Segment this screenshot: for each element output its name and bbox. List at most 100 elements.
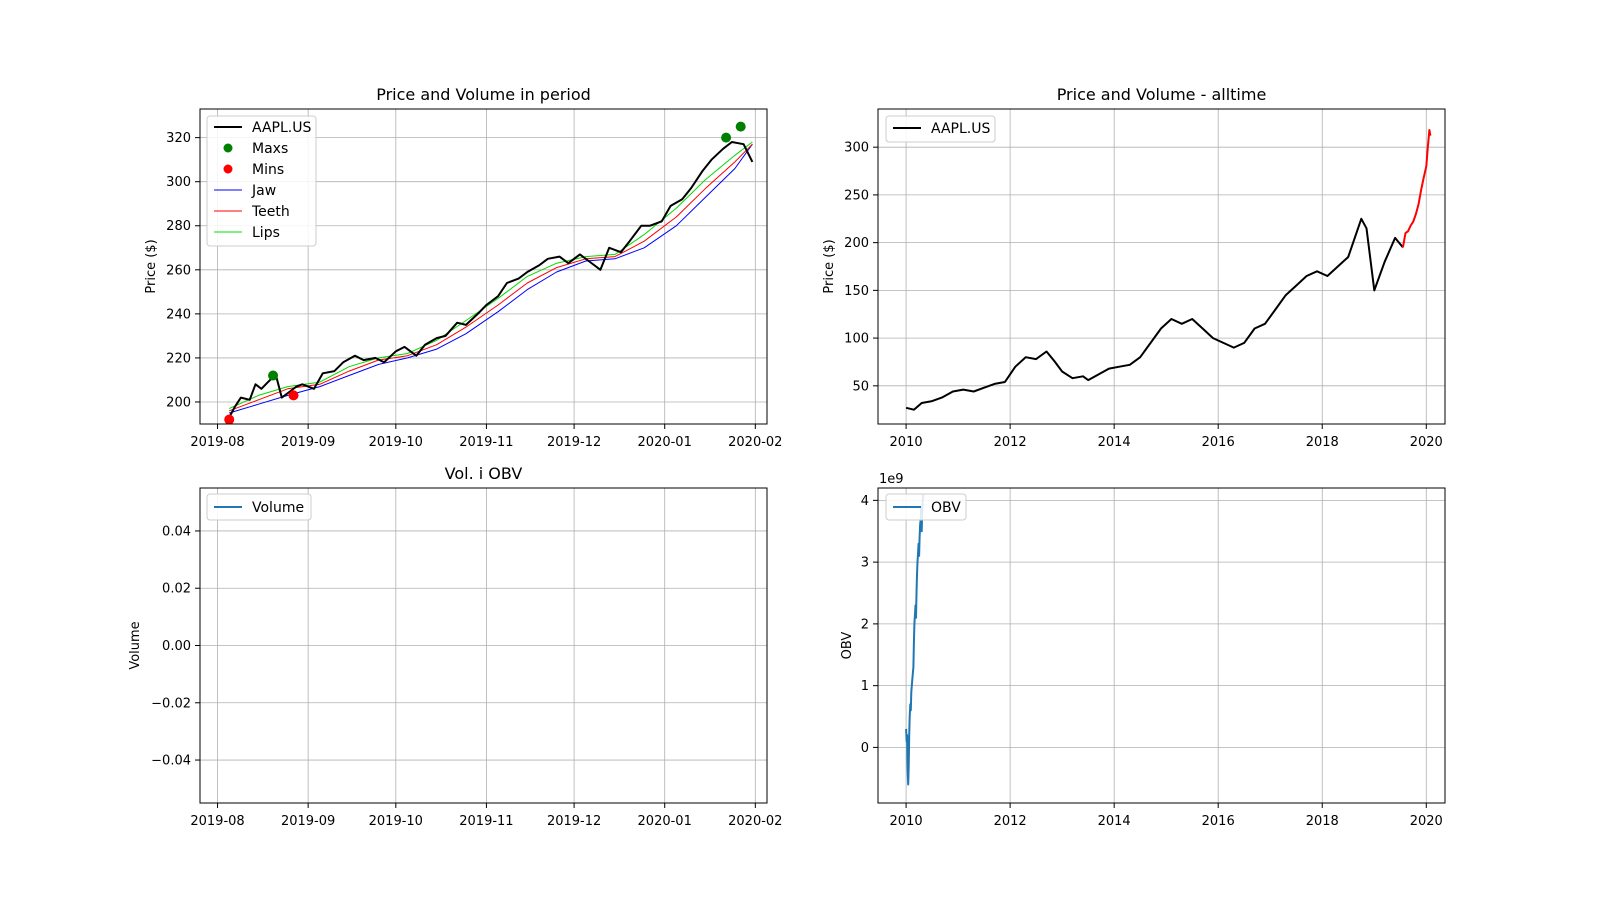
- grid: [878, 109, 1445, 424]
- axes-frame: [199, 108, 768, 425]
- legend-swatch-mins: [223, 164, 233, 174]
- y-axis-label: Price ($): [822, 239, 837, 293]
- legend-label-mins: Mins: [252, 162, 284, 178]
- legend: AAPL.US Maxs Mins Jaw Teeth Lips: [206, 115, 317, 247]
- y-axis-label: OBV: [840, 632, 855, 660]
- period-highlight-line: [1401, 129, 1432, 248]
- x-tick-label: 2019-09: [281, 435, 335, 450]
- legend-label-jaw: Jaw: [251, 183, 276, 199]
- x-tick-label: 2020: [1410, 435, 1443, 450]
- x-tick-label: 2019-12: [547, 814, 601, 829]
- x-tick-label: 2014: [1098, 435, 1131, 450]
- ticks: 2019-08 2019-09 2019-10 2019-11 2019-12 2020-…: [166, 131, 782, 450]
- panel-price-period: 2019-08 2019-09 2019-10 2019-11 2019-12 2020-…: [144, 85, 782, 450]
- y-tick-label: 200: [166, 395, 191, 410]
- y-tick-label: 300: [844, 141, 869, 156]
- x-tick-label: 2020-01: [638, 814, 692, 829]
- legend-label-teeth: Teeth: [251, 204, 290, 220]
- series-layer: [905, 129, 1432, 411]
- obv-line: [905, 494, 925, 786]
- max-point: [735, 121, 746, 132]
- x-tick-label: 2016: [1202, 435, 1235, 450]
- panel-volume: 2019-08 2019-09 2019-10 2019-11 2019-12 2020-…: [128, 464, 782, 829]
- y-tick-label: −0.02: [151, 696, 191, 711]
- x-tick-label: 2018: [1306, 814, 1339, 829]
- grid: [878, 488, 1445, 803]
- x-tick-label: 2019-09: [281, 814, 335, 829]
- y-tick-label: 200: [844, 236, 869, 251]
- x-tick-label: 2020-01: [638, 435, 692, 450]
- legend-box: [206, 493, 312, 521]
- x-tick-label: 2019-11: [459, 435, 513, 450]
- legend-label-aapl: AAPL.US: [252, 120, 311, 136]
- x-tick-label: 2010: [890, 435, 923, 450]
- chart-title: Price and Volume in period: [376, 85, 591, 104]
- y-tick-label: 260: [166, 263, 191, 278]
- x-tick-label: 2019-08: [190, 435, 244, 450]
- y-tick-label: 50: [852, 379, 869, 394]
- y-tick-label: 4: [861, 494, 869, 509]
- axes-frame: [877, 108, 1446, 425]
- legend-label-obv: OBV: [931, 500, 961, 516]
- y-tick-label: 3: [861, 556, 869, 571]
- legend-label-maxs: Maxs: [252, 141, 288, 157]
- y-axis-label: Price ($): [144, 239, 159, 293]
- legend-label-lips: Lips: [252, 225, 280, 241]
- series-layer: [224, 121, 754, 425]
- legend-box: [885, 493, 967, 521]
- y-tick-label: 0.02: [162, 582, 191, 597]
- chart-title: Vol. i OBV: [445, 464, 523, 483]
- max-point: [268, 370, 279, 381]
- y-tick-label: 240: [166, 307, 191, 322]
- panel-price-alltime: 2010 2012 2014 2016 2018 2020 50 100 150 200 250 30…: [822, 85, 1446, 450]
- lips-line: [228, 141, 753, 410]
- x-tick-label: 2012: [994, 814, 1027, 829]
- min-point: [288, 390, 299, 401]
- chart-title: Price and Volume - alltime: [1057, 85, 1267, 104]
- y-tick-label: 1: [861, 679, 869, 694]
- price-line: [228, 141, 754, 418]
- legend-swatch-maxs: [223, 143, 233, 153]
- jaw-line: [229, 143, 753, 414]
- y-tick-label: 300: [166, 175, 191, 190]
- y-tick-label: 220: [166, 351, 191, 366]
- y-tick-label: 250: [844, 188, 869, 203]
- ticks: 2010 2012 2014 2016 2018 2020 50 100 150 200 250 30…: [844, 141, 1443, 450]
- x-tick-label: 2012: [994, 435, 1027, 450]
- y-axis-label: Volume: [128, 621, 143, 669]
- x-tick-label: 2019-12: [547, 435, 601, 450]
- legend-box: [206, 115, 317, 247]
- series-layer: [905, 494, 925, 786]
- x-tick-label: 2020: [1410, 814, 1443, 829]
- ticks: 2019-08 2019-09 2019-10 2019-11 2019-12 2020-…: [151, 524, 782, 829]
- x-tick-label: 2010: [890, 814, 923, 829]
- x-tick-label: 2016: [1202, 814, 1235, 829]
- x-tick-label: 2018: [1306, 435, 1339, 450]
- y-tick-label: 2: [861, 617, 869, 632]
- y-tick-label: 320: [166, 131, 191, 146]
- y-tick-label: 150: [844, 284, 869, 299]
- legend-label-aapl: AAPL.US: [931, 121, 990, 137]
- y-tick-label: 0: [861, 741, 869, 756]
- axes-frame: [877, 487, 1446, 804]
- offset-label: 1e9: [879, 472, 904, 487]
- y-tick-label: 280: [166, 219, 191, 234]
- min-point: [224, 414, 235, 425]
- legend: Volume: [206, 493, 312, 521]
- x-tick-label: 2020-02: [728, 435, 782, 450]
- legend-box: [885, 115, 996, 143]
- x-tick-label: 2014: [1098, 814, 1131, 829]
- ticks: 2010 2012 2014 2016 2018 2020 0 1 2 3 4: [861, 494, 1443, 829]
- x-tick-label: 2020-02: [728, 814, 782, 829]
- x-tick-label: 2019-10: [369, 814, 423, 829]
- legend-label-volume: Volume: [252, 500, 304, 516]
- teeth-line: [229, 143, 753, 412]
- x-tick-label: 2019-10: [369, 435, 423, 450]
- price-line: [905, 217, 1404, 411]
- y-tick-label: −0.04: [151, 754, 191, 769]
- x-tick-label: 2019-11: [459, 814, 513, 829]
- y-tick-label: 0.04: [162, 524, 191, 539]
- legend: OBV: [885, 493, 967, 521]
- y-tick-label: 0.00: [162, 639, 191, 654]
